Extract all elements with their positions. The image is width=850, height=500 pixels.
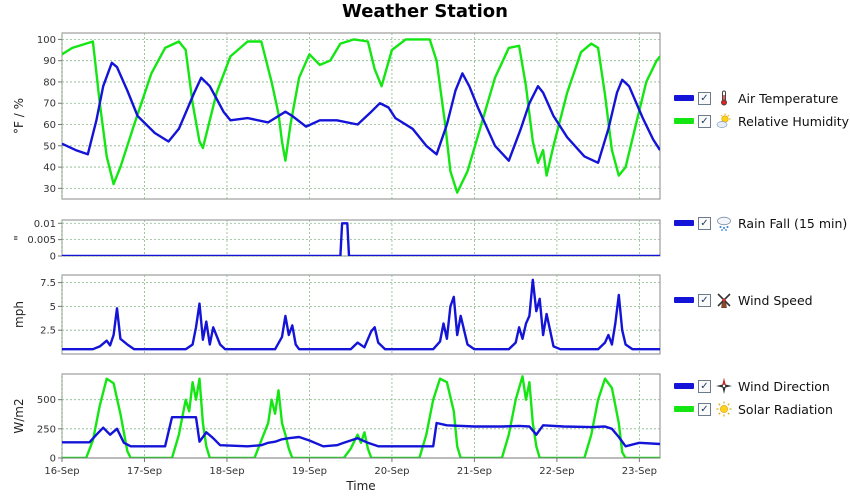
series-line-relative-humidity [62, 38, 660, 194]
legend-checkbox[interactable]: ✓ [698, 216, 711, 230]
compass-icon [716, 378, 732, 394]
x-axis-label: Time [345, 479, 375, 493]
legend-label: Rain Fall (15 min) [738, 215, 848, 231]
y-tick-label: 5 [50, 302, 56, 313]
y-axis-label: W/m2 [12, 398, 26, 433]
legend-item-solar-radiation: ✓ Solar Radiation [674, 399, 833, 419]
windmill-icon [716, 292, 732, 309]
thermometer-icon [716, 90, 732, 106]
sun-cloud-icon [716, 113, 732, 129]
legend-label: Wind Direction [738, 378, 830, 394]
legend-label: Air Temperature [738, 90, 839, 106]
legend-panel-1: ✓ Air Temperature ✓ Relative Humidity [674, 88, 849, 134]
series-line-wind-direction [62, 416, 660, 448]
legend-swatch [674, 95, 694, 101]
legend-swatch [674, 383, 694, 389]
x-axis: 16-Sep 17-Sep 18-Sep 19-Sep 20-Sep 21-Sep 22-S… [44, 457, 660, 493]
y-tick-label: 40 [43, 163, 56, 174]
panel-3: 2.5 5 7.5 mph [12, 274, 661, 355]
y-axis-label: " [12, 235, 26, 241]
legend-item-air-temperature: ✓ Air Temperature [674, 88, 849, 108]
y-tick-label: 100 [37, 35, 56, 46]
y-tick-label: 0.01 [34, 219, 56, 230]
panel-2: 0 0.005 0.01 " [12, 219, 661, 263]
x-tick-label: 20-Sep [374, 466, 409, 477]
y-tick-label: 250 [37, 424, 56, 435]
y-tick-label: 0 [50, 252, 56, 263]
y-tick-label: 60 [43, 120, 56, 131]
x-tick-label: 23-Sep [622, 466, 657, 477]
legend-item-rain-fall-15-min: ✓ Rain Fall (15 min) [674, 213, 847, 233]
panel-1: 30 40 50 60 70 80 90 100 °F / % [12, 32, 661, 200]
legend-label: Wind Speed [738, 292, 813, 308]
legend-label: Relative Humidity [738, 113, 850, 129]
legend-checkbox[interactable]: ✓ [698, 293, 711, 307]
legend-swatch [674, 406, 694, 412]
legend-checkbox[interactable]: ✓ [698, 91, 711, 105]
x-tick-label: 22-Sep [539, 466, 574, 477]
x-tick-label: 19-Sep [292, 466, 327, 477]
x-tick-label: 17-Sep [127, 466, 162, 477]
plot-frame [61, 274, 661, 355]
y-tick-label: 0 [50, 454, 56, 465]
legend-item-relative-humidity: ✓ Relative Humidity [674, 111, 849, 131]
x-tick-label: 21-Sep [457, 466, 492, 477]
legend-checkbox[interactable]: ✓ [698, 402, 711, 416]
y-axis-label: mph [12, 301, 26, 328]
series-line-wind-speed [62, 278, 660, 351]
rain-cloud-icon [716, 215, 732, 231]
legend-checkbox[interactable]: ✓ [698, 379, 711, 393]
plot-frame [61, 219, 661, 257]
series-line-air-temperature [62, 61, 660, 164]
legend-panel-4: ✓ Wind Direction ✓ Solar Radiation [674, 376, 833, 422]
legend-panel-3: ✓ Wind Speed [674, 290, 813, 313]
series-line-solar-radiation [62, 375, 660, 458]
series-line-rain-fall-15-min [62, 222, 660, 256]
legend-item-wind-speed: ✓ Wind Speed [674, 290, 813, 310]
sun-icon [716, 401, 732, 417]
legend-swatch [674, 220, 694, 226]
y-tick-label: 80 [43, 77, 56, 88]
x-tick-label: 16-Sep [44, 466, 79, 477]
legend-panel-2: ✓ Rain Fall (15 min) [674, 213, 847, 236]
legend-swatch [674, 297, 694, 303]
legend-swatch [674, 118, 694, 124]
x-tick-label: 18-Sep [209, 466, 244, 477]
y-tick-label: 30 [43, 184, 56, 195]
y-tick-label: 0.005 [27, 235, 56, 246]
y-tick-label: 70 [43, 99, 56, 110]
panel-4: 0 250 500 W/m2 [12, 373, 661, 465]
legend-item-wind-direction: ✓ Wind Direction [674, 376, 833, 396]
legend-label: Solar Radiation [738, 401, 833, 417]
y-tick-label: 50 [43, 141, 56, 152]
y-tick-label: 90 [43, 56, 56, 67]
plot-frame [61, 32, 661, 200]
chart-title: Weather Station [341, 1, 508, 22]
y-tick-label: 500 [37, 395, 56, 406]
y-axis-label: °F / % [12, 98, 26, 134]
legend-checkbox[interactable]: ✓ [698, 114, 711, 128]
y-tick-label: 7.5 [40, 278, 56, 289]
y-tick-label: 2.5 [40, 326, 56, 337]
